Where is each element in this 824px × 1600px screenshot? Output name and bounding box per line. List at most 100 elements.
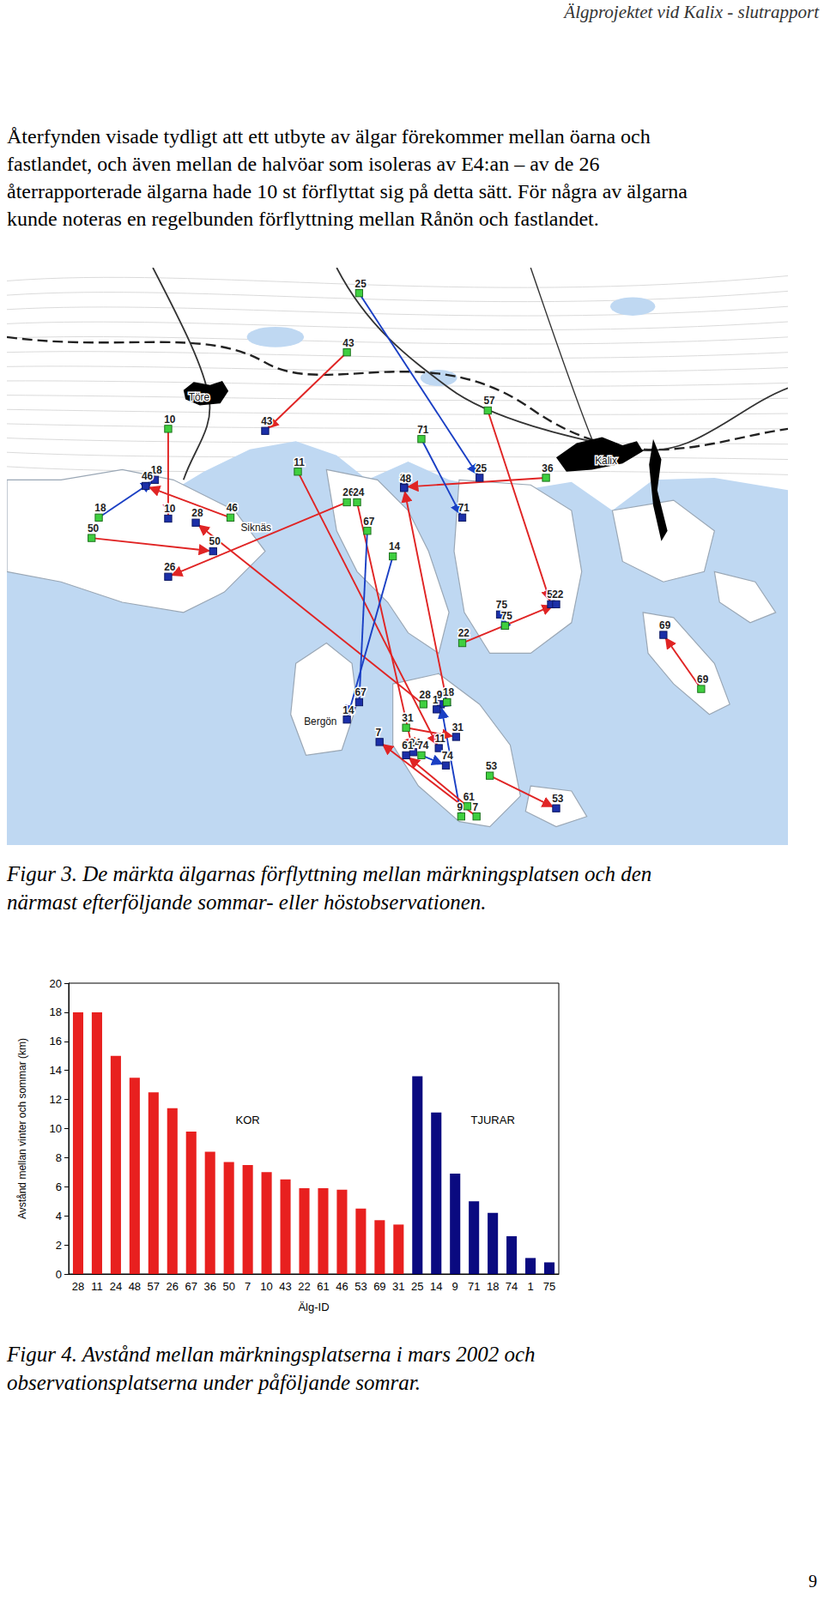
svg-text:61: 61 [401, 739, 414, 752]
svg-text:74: 74 [417, 739, 430, 752]
svg-text:67: 67 [355, 686, 368, 699]
svg-text:48: 48 [399, 472, 412, 485]
svg-text:9: 9 [452, 1280, 459, 1294]
svg-text:18: 18 [486, 1280, 499, 1294]
svg-text:22: 22 [551, 588, 564, 601]
svg-text:14: 14 [430, 1280, 443, 1294]
html-text:Återfynden visade tydligt att: Återfynden visade tydligt att ett utbyte… [6, 125, 651, 148]
svg-text:14: 14 [342, 704, 355, 717]
svg-text:Bergön: Bergön [303, 715, 337, 728]
svg-text:36: 36 [541, 462, 554, 475]
svg-text:TJURAR: TJURAR [470, 1114, 515, 1127]
svg-text:20: 20 [49, 977, 62, 991]
svg-text:16: 16 [49, 1035, 62, 1049]
svg-text:46: 46 [226, 502, 239, 515]
svg-text:18: 18 [49, 1005, 62, 1019]
svg-text:22: 22 [297, 1280, 310, 1294]
svg-text:11: 11 [434, 733, 446, 746]
svg-text:69: 69 [659, 619, 672, 632]
svg-text:10: 10 [49, 1122, 62, 1136]
svg-text:50: 50 [87, 522, 100, 535]
svg-text:50: 50 [222, 1280, 235, 1294]
svg-text:69: 69 [373, 1280, 386, 1294]
svg-text:25: 25 [411, 1280, 424, 1294]
svg-text:Älg-ID: Älg-ID [297, 1301, 329, 1315]
svg-text:24: 24 [352, 486, 365, 499]
svg-text:61: 61 [463, 791, 476, 804]
svg-text:KOR: KOR [236, 1114, 261, 1127]
svg-text:43: 43 [278, 1280, 291, 1294]
svg-text:1: 1 [527, 1280, 534, 1294]
svg-text:28: 28 [191, 507, 204, 520]
svg-text:2: 2 [55, 1239, 62, 1253]
svg-text:12: 12 [49, 1093, 62, 1107]
svg-text:74: 74 [442, 750, 455, 763]
svg-text:11: 11 [293, 456, 305, 469]
svg-text:53: 53 [551, 793, 564, 806]
svg-text:18: 18 [150, 464, 163, 477]
svg-text:75: 75 [543, 1280, 556, 1294]
html-text:närmast efterföljande sommar-: närmast efterföljande sommar- eller höst… [6, 890, 487, 915]
svg-text:43: 43 [342, 337, 355, 350]
svg-text:46: 46 [335, 1280, 348, 1294]
svg-text:28: 28 [72, 1280, 85, 1294]
svg-text:69: 69 [696, 673, 709, 686]
html-text:Figur 3. De märkta älgarnas fö: Figur 3. De märkta älgarnas förflyttning… [6, 862, 652, 886]
svg-text:75: 75 [501, 610, 514, 623]
svg-text:Avstånd mellan vinter och somm: Avstånd mellan vinter och sommar (km) [16, 1038, 29, 1220]
svg-text:57: 57 [147, 1280, 160, 1294]
svg-text:9: 9 [457, 801, 464, 814]
svg-text:75: 75 [496, 599, 509, 612]
svg-text:26: 26 [163, 561, 176, 574]
svg-text:14: 14 [388, 540, 401, 553]
svg-text:28: 28 [419, 689, 432, 702]
svg-text:1: 1 [442, 686, 449, 699]
svg-text:10: 10 [163, 502, 176, 515]
svg-text:4: 4 [55, 1210, 62, 1224]
svg-text:57: 57 [484, 394, 497, 407]
svg-text:1: 1 [432, 694, 439, 707]
svg-text:71: 71 [417, 424, 430, 437]
svg-text:7: 7 [375, 727, 382, 740]
svg-text:67: 67 [363, 515, 376, 528]
svg-text:53: 53 [354, 1280, 367, 1294]
svg-text:25: 25 [475, 462, 488, 475]
svg-text:25: 25 [355, 278, 368, 291]
svg-text:Töre: Töre [188, 391, 211, 404]
svg-text:53: 53 [485, 760, 498, 773]
svg-text:0: 0 [55, 1268, 62, 1282]
svg-text:50: 50 [209, 535, 222, 548]
svg-text:Siknäs: Siknäs [240, 521, 272, 534]
html-text:Älgprojektet vid Kalix - slutr: Älgprojektet vid Kalix - slutrapport [564, 1, 819, 23]
svg-text:Kalix: Kalix [594, 454, 618, 467]
svg-text:31: 31 [392, 1280, 405, 1294]
svg-text:7: 7 [244, 1280, 251, 1294]
svg-text:48: 48 [442, 686, 455, 699]
svg-text:31: 31 [452, 721, 465, 734]
svg-text:18: 18 [94, 502, 107, 515]
svg-text:71: 71 [458, 502, 471, 515]
svg-text:67: 67 [185, 1280, 198, 1294]
html-text:observationsplatserna under på: observationsplatserna under påföljande s… [6, 1371, 421, 1395]
svg-text:46: 46 [141, 470, 154, 483]
html-text:Figur 4. Avstånd mellan märkni: Figur 4. Avstånd mellan märkningsplatser… [6, 1343, 536, 1367]
svg-text:22: 22 [458, 627, 471, 640]
svg-text:6: 6 [55, 1181, 62, 1194]
svg-text:31: 31 [401, 712, 414, 725]
svg-text:48: 48 [128, 1280, 141, 1294]
svg-text:24: 24 [109, 1280, 122, 1294]
svg-text:26: 26 [166, 1280, 179, 1294]
svg-text:8: 8 [55, 1151, 62, 1165]
html-text:fastlandet, och även mellan de: fastlandet, och även mellan de halvöar s… [6, 152, 600, 176]
svg-text:74: 74 [505, 1280, 518, 1294]
svg-text:43: 43 [260, 415, 273, 428]
html-text:kunde noteras en regelbunden f: kunde noteras en regelbunden förflyttnin… [6, 207, 599, 231]
svg-text:14: 14 [49, 1064, 62, 1078]
svg-text:36: 36 [203, 1280, 216, 1294]
svg-text:10: 10 [260, 1280, 273, 1294]
svg-text:71: 71 [467, 1280, 480, 1294]
html-text:återrapporterade älgarna hade: återrapporterade älgarna hade 10 st förf… [6, 180, 688, 203]
svg-text:11: 11 [90, 1280, 103, 1294]
svg-text:61: 61 [316, 1280, 329, 1294]
svg-text:10: 10 [163, 413, 176, 426]
